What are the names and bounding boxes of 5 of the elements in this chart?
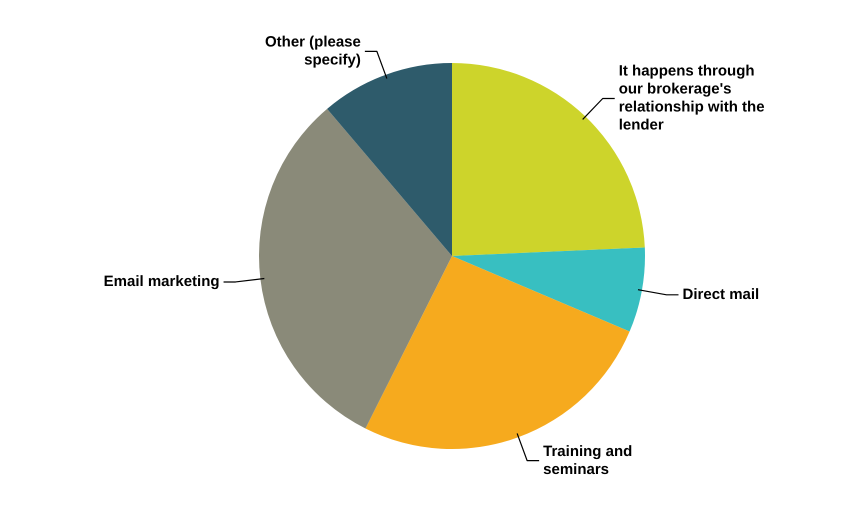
slice-label: Training and seminars xyxy=(543,442,632,478)
slice-label: Other (please specify) xyxy=(264,33,361,68)
slice-label: Email marketing xyxy=(104,273,220,290)
slice-label: Direct mail xyxy=(682,286,760,303)
slice-label: It happens through our brokerage's relationship with the lender xyxy=(618,62,765,134)
